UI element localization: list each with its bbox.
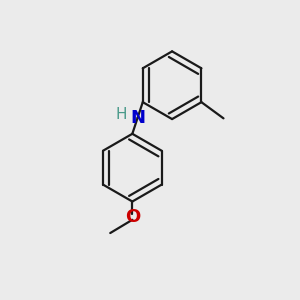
Text: H: H — [116, 107, 127, 122]
Text: O: O — [125, 208, 140, 226]
Text: N: N — [130, 109, 145, 127]
